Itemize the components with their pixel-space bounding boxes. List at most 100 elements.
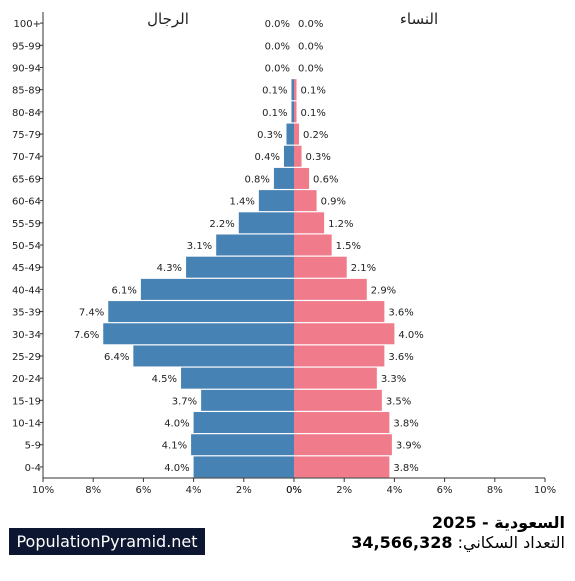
age-labels-group: 0-4 5-9 10-14 15-19 20-24 25-29 30-34 35-39 40-4… — [12, 19, 43, 474]
male-bar-85-89 — [291, 79, 294, 101]
male-value-label: 4.0% — [164, 419, 189, 430]
age-label: 55-59 — [12, 219, 41, 230]
female-value-label: 3.8% — [393, 463, 418, 474]
male-value-label: 4.1% — [162, 441, 187, 452]
female-bar-50-54 — [294, 234, 332, 256]
female-value-label: 0.0% — [298, 19, 323, 30]
male-bar-50-54 — [216, 234, 294, 256]
age-label: 95-99 — [12, 41, 41, 52]
x-tick-label-left: 6% — [135, 485, 151, 496]
female-value-label: 0.0% — [298, 41, 323, 52]
brand-logo[interactable]: PopulationPyramid.net — [9, 528, 205, 555]
female-value-label: 2.1% — [351, 263, 376, 274]
female-bar-60-64 — [294, 190, 317, 212]
male-bar-35-39 — [108, 301, 294, 323]
female-value-label: 3.9% — [396, 441, 421, 452]
male-value-label: 6.1% — [111, 285, 136, 296]
female-value-label: 0.3% — [306, 152, 331, 163]
female-bar-35-39 — [294, 301, 385, 323]
chart-title: السعودية - 2025 — [431, 513, 565, 532]
male-bar-5-9 — [191, 434, 294, 456]
x-tick-label-right: 8% — [487, 485, 503, 496]
x-tick-label-left: 10% — [32, 485, 54, 496]
male-value-label: 0.0% — [265, 41, 290, 52]
female-bar-40-44 — [294, 278, 367, 300]
x-tick-label-right: 0% — [286, 485, 302, 496]
female-bar-80-84 — [294, 101, 297, 123]
female-bar-45-49 — [294, 256, 347, 278]
male-value-label: 0.4% — [255, 152, 280, 163]
age-label: 0-4 — [25, 463, 41, 474]
age-label: 60-64 — [12, 197, 41, 208]
x-tick-label-right: 6% — [437, 485, 453, 496]
male-value-label: 4.0% — [164, 463, 189, 474]
male-bar-30-34 — [103, 323, 295, 345]
age-label: 20-24 — [12, 374, 41, 385]
legend-group: الرجال النساء — [147, 10, 438, 28]
axes-group: 10% 8% 6% 4% 2% 0%0% 2% 4% 6% 8% 10% — [32, 12, 556, 496]
male-value-label: 0.1% — [262, 86, 287, 97]
female-value-label: 3.6% — [388, 308, 413, 319]
female-value-label: 3.5% — [386, 396, 411, 407]
female-value-label: 1.5% — [336, 241, 361, 252]
male-bar-60-64 — [258, 190, 294, 212]
female-value-label: 0.6% — [313, 174, 338, 185]
age-label: 85-89 — [12, 86, 41, 97]
male-value-label: 0.1% — [262, 108, 287, 119]
male-bar-20-24 — [181, 367, 294, 389]
age-label: 90-94 — [12, 63, 41, 74]
age-label: 25-29 — [12, 352, 41, 363]
male-value-label: 4.5% — [152, 374, 177, 385]
male-value-label: 7.6% — [74, 330, 99, 341]
female-value-label: 0.1% — [301, 86, 326, 97]
age-label: 50-54 — [12, 241, 41, 252]
age-label: 65-69 — [12, 174, 41, 185]
female-value-label: 3.8% — [393, 419, 418, 430]
x-tick-label-left: 0% — [286, 485, 302, 496]
female-value-label: 1.2% — [328, 219, 353, 230]
female-value-label: 0.2% — [303, 130, 328, 141]
female-value-label: 3.3% — [381, 374, 406, 385]
bars-group: 4.0% 3.8% 4.1% 3.9% 4.0% 3.8% 3.7% 3.5% 4.5% 3.3%… — [74, 19, 424, 478]
female-bar-0-4 — [294, 456, 390, 478]
female-bar-70-74 — [294, 145, 302, 167]
male-bar-65-69 — [273, 167, 294, 189]
male-value-label: 0.0% — [265, 63, 290, 74]
x-tick-label-right: 10% — [534, 485, 556, 496]
male-value-label: 4.3% — [157, 263, 182, 274]
male-bar-15-19 — [201, 389, 294, 411]
female-value-label: 4.0% — [398, 330, 423, 341]
x-tick-label-right: 2% — [336, 485, 352, 496]
female-bar-30-34 — [294, 323, 395, 345]
female-bar-20-24 — [294, 367, 377, 389]
male-bar-55-59 — [238, 212, 294, 234]
age-label: 5-9 — [25, 441, 41, 452]
female-value-label: 2.9% — [371, 285, 396, 296]
male-bar-40-44 — [140, 278, 294, 300]
male-value-label: 0.3% — [257, 130, 282, 141]
age-label: 100+ — [14, 19, 41, 30]
age-label: 30-34 — [12, 330, 41, 341]
x-tick-label-right: 4% — [386, 485, 402, 496]
x-tick-label-left: 2% — [236, 485, 252, 496]
female-series-label: النساء — [400, 10, 438, 28]
male-bar-10-14 — [193, 412, 294, 434]
female-value-label: 3.6% — [388, 352, 413, 363]
population-label: التعداد السكاني: — [457, 533, 565, 552]
female-bar-55-59 — [294, 212, 325, 234]
age-label: 40-44 — [12, 285, 41, 296]
female-bar-15-19 — [294, 389, 382, 411]
female-value-label: 0.0% — [298, 63, 323, 74]
male-bar-0-4 — [193, 456, 294, 478]
age-label: 45-49 — [12, 263, 41, 274]
x-tick-label-left: 8% — [85, 485, 101, 496]
male-value-label: 0.8% — [245, 174, 270, 185]
male-value-label: 3.1% — [187, 241, 212, 252]
female-bar-65-69 — [294, 167, 310, 189]
male-value-label: 6.4% — [104, 352, 129, 363]
male-value-label: 2.2% — [209, 219, 234, 230]
x-tick-label-left: 4% — [186, 485, 202, 496]
female-bar-85-89 — [294, 79, 297, 101]
population-value: 34,566,328 — [351, 533, 453, 552]
